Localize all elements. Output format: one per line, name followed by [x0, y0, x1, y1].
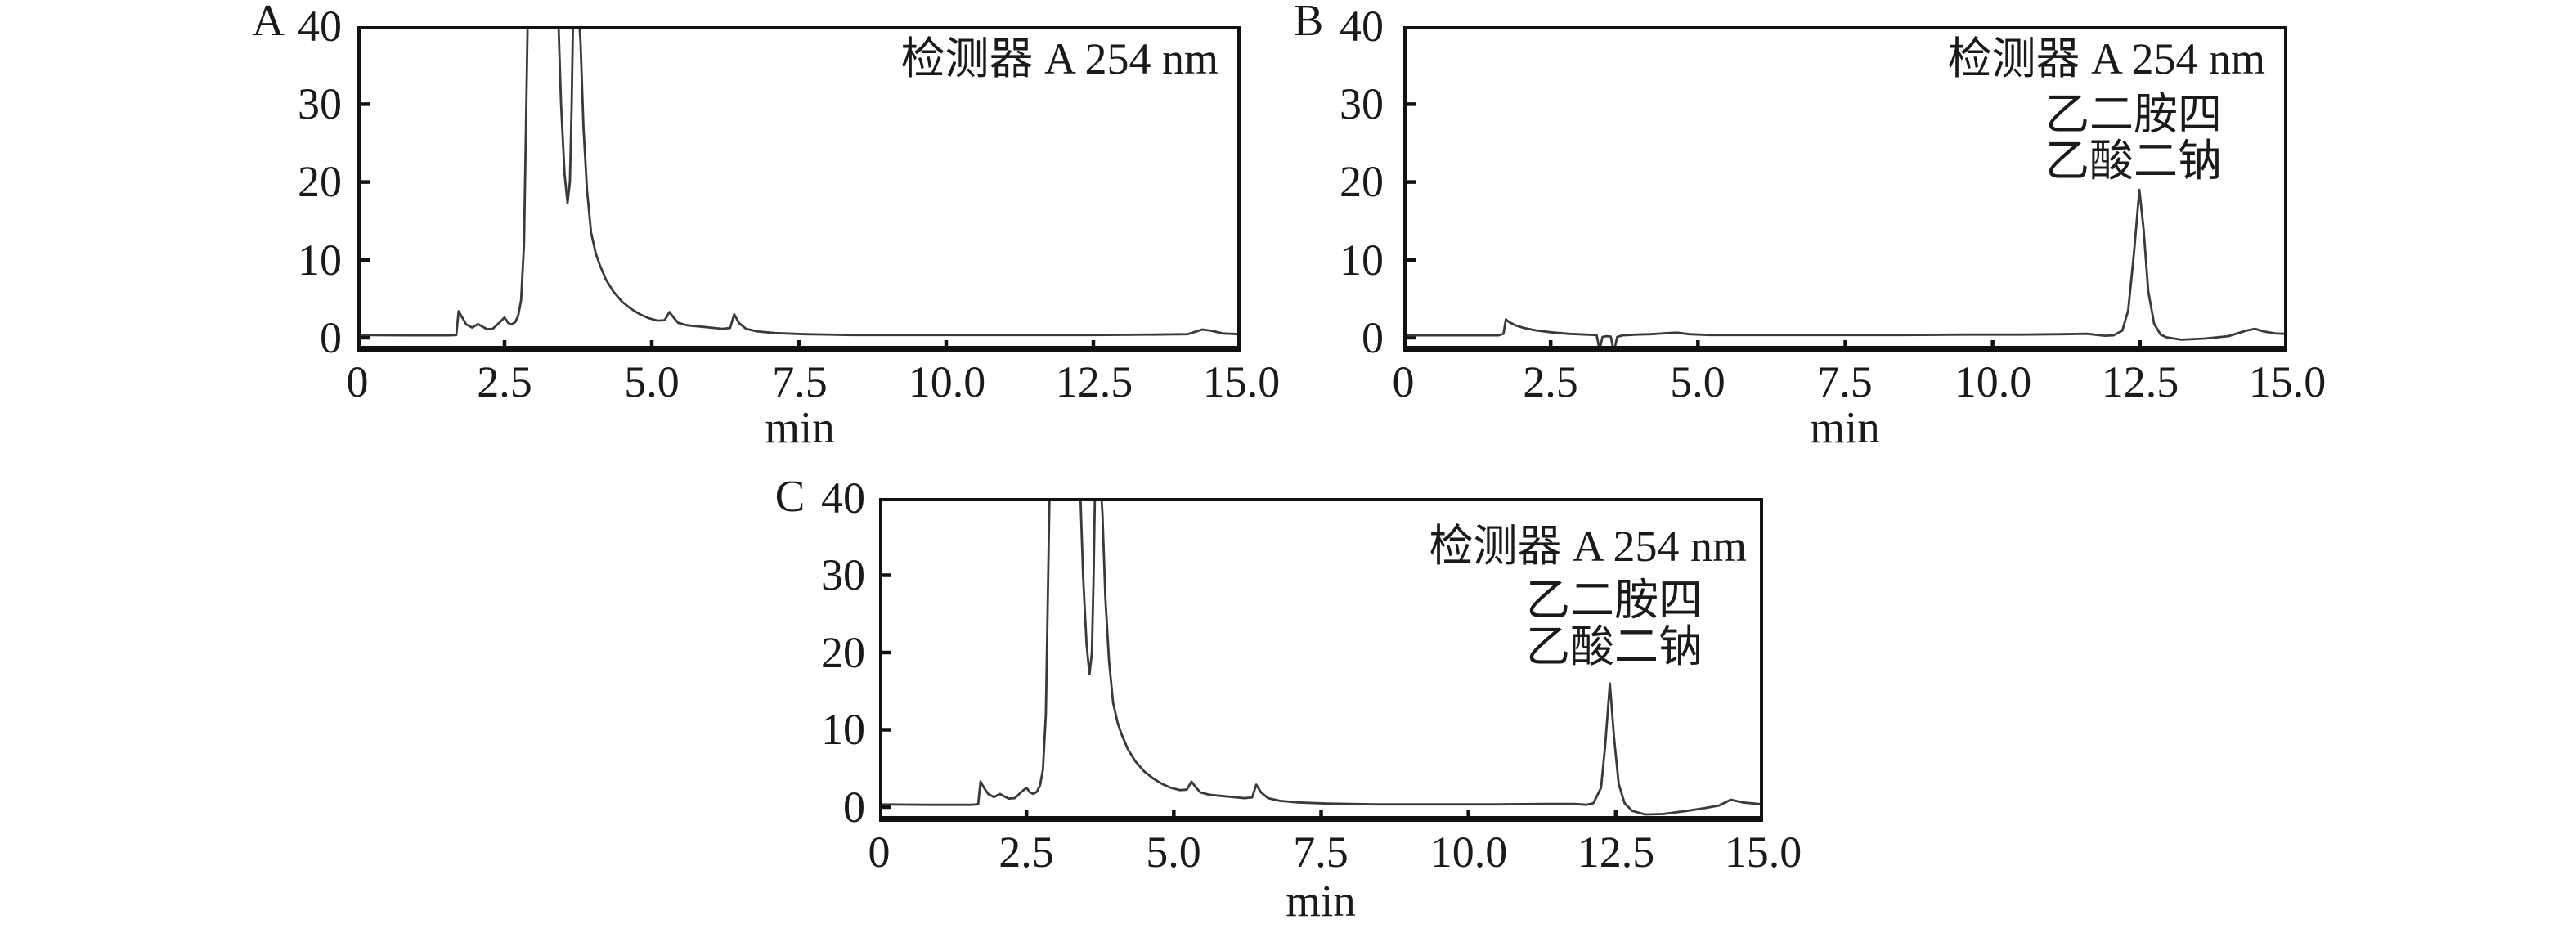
x-axis-unit-label: min [765, 402, 835, 452]
x-tick-label: 15.0 [1202, 357, 1281, 406]
x-tick-label: 5.0 [1670, 357, 1726, 406]
panel-letter-a: A [252, 0, 285, 45]
x-tick-label: 15.0 [2248, 357, 2327, 406]
x-tick-label: 0 [1392, 357, 1415, 406]
x-tick-label: 12.5 [1577, 828, 1655, 877]
y-tick-label: 10 [1340, 235, 1384, 285]
panel-letter-b: B [1293, 0, 1324, 45]
x-tick-label: 7.5 [1293, 828, 1349, 877]
peak-annotation-line2: 乙酸二钠 [1526, 622, 1703, 671]
x-tick-label: 5.0 [1146, 828, 1201, 877]
y-tick-label: 40 [298, 2, 342, 51]
chromatogram-plot-b [1403, 26, 2287, 352]
x-tick-label: 12.5 [2101, 357, 2179, 406]
x-tick-label: 2.5 [1523, 357, 1578, 406]
y-tick-label: 0 [1362, 313, 1384, 362]
x-tick-label: 10.0 [908, 357, 986, 406]
x-tick-label: 2.5 [477, 357, 532, 406]
x-tick-label: 10.0 [1429, 828, 1508, 877]
peak-annotation-line1: 乙二胺四 [2045, 90, 2222, 139]
y-tick-label: 40 [821, 473, 865, 523]
x-tick-label: 10.0 [1954, 357, 2032, 406]
y-tick-label: 20 [821, 628, 865, 677]
x-tick-label: 5.0 [624, 357, 680, 406]
x-tick-label: 2.5 [999, 828, 1054, 877]
peak-annotation-line1: 乙二胺四 [1526, 576, 1703, 625]
detector-label: 检测器 A 254 nm [900, 34, 1218, 83]
detector-label: 检测器 A 254 nm [1429, 522, 1747, 571]
y-tick-label: 20 [1340, 157, 1384, 206]
chromatogram-plot-a [357, 26, 1241, 352]
y-tick-label: 40 [1340, 2, 1384, 51]
panel-letter-c: C [774, 471, 806, 521]
peak-annotation-edta: 乙二胺四 乙酸二钠 [1970, 92, 2297, 185]
y-tick-label: 30 [821, 550, 865, 599]
x-tick-label: 15.0 [1724, 828, 1802, 877]
y-tick-label: 30 [298, 79, 342, 128]
x-axis-unit-label: min [1810, 402, 1880, 452]
y-tick-label: 20 [298, 157, 342, 206]
x-tick-label: 12.5 [1055, 357, 1133, 406]
x-tick-label: 7.5 [1817, 357, 1873, 406]
chromatogram-plot-c [879, 498, 1763, 822]
x-tick-label: 0 [868, 828, 891, 877]
x-axis-unit-label: min [1286, 876, 1356, 926]
peak-annotation-edta: 乙二胺四 乙酸二钠 [1451, 577, 1778, 671]
y-tick-label: 10 [821, 705, 865, 754]
x-tick-label: 0 [346, 357, 369, 406]
detector-label: 检测器 A 254 nm [1947, 34, 2265, 83]
peak-annotation-line2: 乙酸二钠 [2045, 137, 2222, 186]
y-tick-label: 0 [843, 783, 865, 832]
x-tick-label: 7.5 [772, 357, 828, 406]
y-tick-label: 0 [320, 313, 342, 362]
y-tick-label: 30 [1340, 79, 1384, 128]
y-tick-label: 10 [298, 235, 342, 285]
